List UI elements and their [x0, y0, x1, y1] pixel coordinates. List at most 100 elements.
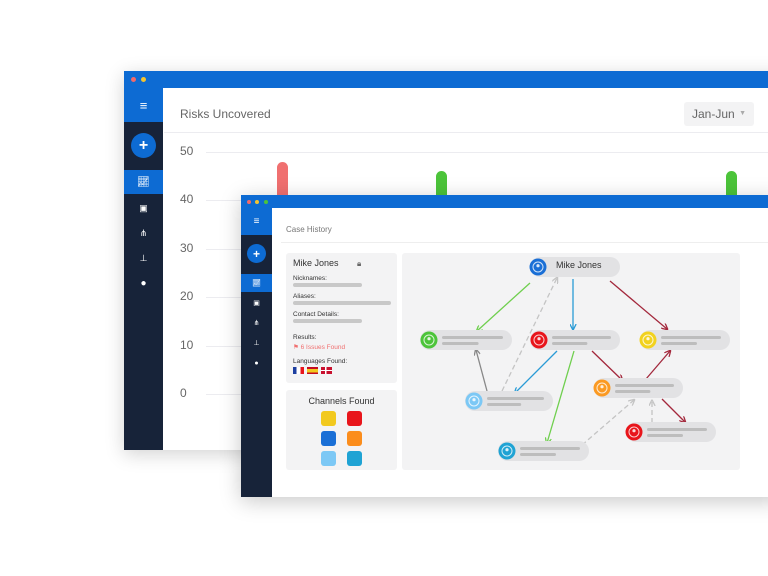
- graph-edge: [645, 351, 670, 380]
- user-avatar-icon: [596, 382, 608, 394]
- node-placeholder-line: [520, 453, 556, 456]
- graph-edge: [547, 350, 575, 443]
- y-tick-label: 30: [180, 240, 194, 255]
- channels-card: Channels Found: [286, 390, 397, 470]
- nicknames-label: Nicknames:: [293, 275, 327, 282]
- minimize-dot[interactable]: [141, 77, 146, 82]
- graph-node: [498, 441, 589, 461]
- channels-title: Channels Found: [308, 396, 375, 406]
- graph-node: [530, 330, 620, 350]
- channel-lightblue-icon[interactable]: [321, 451, 336, 466]
- layers-icon[interactable]: ▣: [139, 202, 148, 213]
- window-titlebar: [124, 71, 768, 88]
- node-placeholder-line: [647, 428, 707, 431]
- node-placeholder-line: [442, 342, 479, 345]
- user-avatar-icon: [532, 261, 544, 273]
- lock-icon[interactable]: 🔒︎: [357, 259, 362, 268]
- aliases-placeholder: [293, 301, 391, 305]
- hierarchy-icon[interactable]: ⊥: [139, 252, 148, 263]
- root-node-label: Mike Jones: [556, 260, 602, 270]
- sidebar: ≡ + 📈︎ ▣ ⋔ ⊥ ●: [241, 208, 272, 497]
- node-placeholder-line: [661, 342, 697, 345]
- node-placeholder-line: [487, 397, 544, 400]
- close-dot[interactable]: [247, 200, 251, 204]
- graph-node: [420, 330, 512, 350]
- spain-flag-icon: [307, 367, 318, 374]
- graph-edge: [661, 398, 685, 422]
- hamburger-icon[interactable]: ≡: [124, 88, 163, 122]
- user-avatar-icon: [632, 429, 636, 433]
- graph-node: [465, 391, 553, 411]
- sidebar: ≡ + 📈︎ ▣ ⋔ ⊥ ●: [124, 88, 163, 450]
- user-icon[interactable]: ●: [254, 359, 259, 367]
- graph-edge: [501, 278, 557, 392]
- chart-icon[interactable]: 📈︎: [124, 170, 163, 194]
- flag-icon: ⚑: [293, 344, 301, 351]
- close-dot[interactable]: [131, 77, 136, 82]
- maximize-dot[interactable]: [264, 200, 268, 204]
- profile-name: Mike Jones: [293, 258, 339, 268]
- issues-found[interactable]: ⚑ 6 Issues Found: [293, 343, 345, 351]
- relationship-graph: Mike Jones: [402, 253, 740, 470]
- network-icon[interactable]: ⋔: [139, 227, 148, 238]
- window-titlebar: [241, 195, 768, 208]
- node-placeholder-line: [442, 336, 503, 339]
- chevron-down-icon: ▼: [739, 110, 746, 117]
- channel-blue-icon[interactable]: [321, 431, 336, 446]
- layers-icon[interactable]: ▣: [253, 300, 260, 307]
- node-placeholder-line: [552, 342, 588, 345]
- graph-edge: [476, 350, 488, 392]
- user-avatar-icon: [646, 337, 650, 341]
- user-avatar-icon: [537, 337, 541, 341]
- y-tick-label: 20: [180, 289, 194, 304]
- graph-edge: [581, 400, 634, 446]
- add-button[interactable]: +: [247, 244, 266, 263]
- period-select[interactable]: Jan-Jun ▼: [684, 102, 754, 126]
- graph-canvas: [420, 257, 730, 461]
- y-tick-label: 50: [180, 144, 194, 158]
- profile-card: Mike Jones 🔒︎ Nicknames: Aliases: Contac…: [286, 253, 397, 383]
- user-avatar-icon: [505, 448, 509, 452]
- channel-red-icon[interactable]: [347, 411, 362, 426]
- user-avatar-icon: [472, 398, 476, 402]
- node-placeholder-line: [487, 403, 522, 406]
- graph-node: [530, 257, 620, 277]
- hierarchy-icon[interactable]: ⊥: [253, 340, 260, 347]
- aliases-label: Aliases:: [293, 293, 316, 300]
- case-history-window: ≡ + 📈︎ ▣ ⋔ ⊥ ● Case History Mike Jones 🔒…: [241, 195, 768, 497]
- user-avatar-icon: [501, 445, 513, 457]
- hamburger-icon[interactable]: ≡: [241, 208, 272, 235]
- add-button[interactable]: +: [131, 133, 156, 158]
- user-avatar-icon: [533, 334, 545, 346]
- period-value: Jan-Jun: [692, 107, 735, 121]
- header-divider: [164, 132, 768, 133]
- graph-edge: [515, 350, 558, 393]
- denmark-flag-icon: [321, 367, 332, 374]
- graph-edge: [477, 282, 531, 331]
- user-avatar-icon: [600, 385, 604, 389]
- minimize-dot[interactable]: [255, 200, 259, 204]
- user-avatar-icon: [628, 426, 640, 438]
- user-icon[interactable]: ●: [140, 277, 147, 289]
- graph-edge: [591, 350, 622, 380]
- node-placeholder-line: [615, 384, 674, 387]
- results-label: Results:: [293, 334, 317, 341]
- issues-text: 6 Issues Found: [300, 344, 346, 351]
- graph-node: [594, 378, 683, 398]
- contact-label: Contact Details:: [293, 311, 339, 318]
- user-avatar-icon: [468, 395, 480, 407]
- language-flags: [293, 367, 335, 374]
- chart-title: Risks Uncovered: [180, 107, 271, 121]
- user-avatar-icon: [642, 334, 654, 346]
- contact-placeholder: [293, 319, 362, 323]
- channel-cyan-icon[interactable]: [347, 451, 362, 466]
- channel-orange-icon[interactable]: [347, 431, 362, 446]
- network-icon[interactable]: ⋔: [253, 320, 260, 327]
- y-tick-label: 10: [180, 337, 194, 352]
- chart-icon[interactable]: 📈︎: [241, 274, 272, 292]
- graph-edge: [609, 280, 667, 329]
- node-placeholder-line: [552, 336, 611, 339]
- y-tick-label: 0: [180, 386, 187, 400]
- channel-yellow-icon[interactable]: [321, 411, 336, 426]
- y-tick-label: 40: [180, 192, 194, 207]
